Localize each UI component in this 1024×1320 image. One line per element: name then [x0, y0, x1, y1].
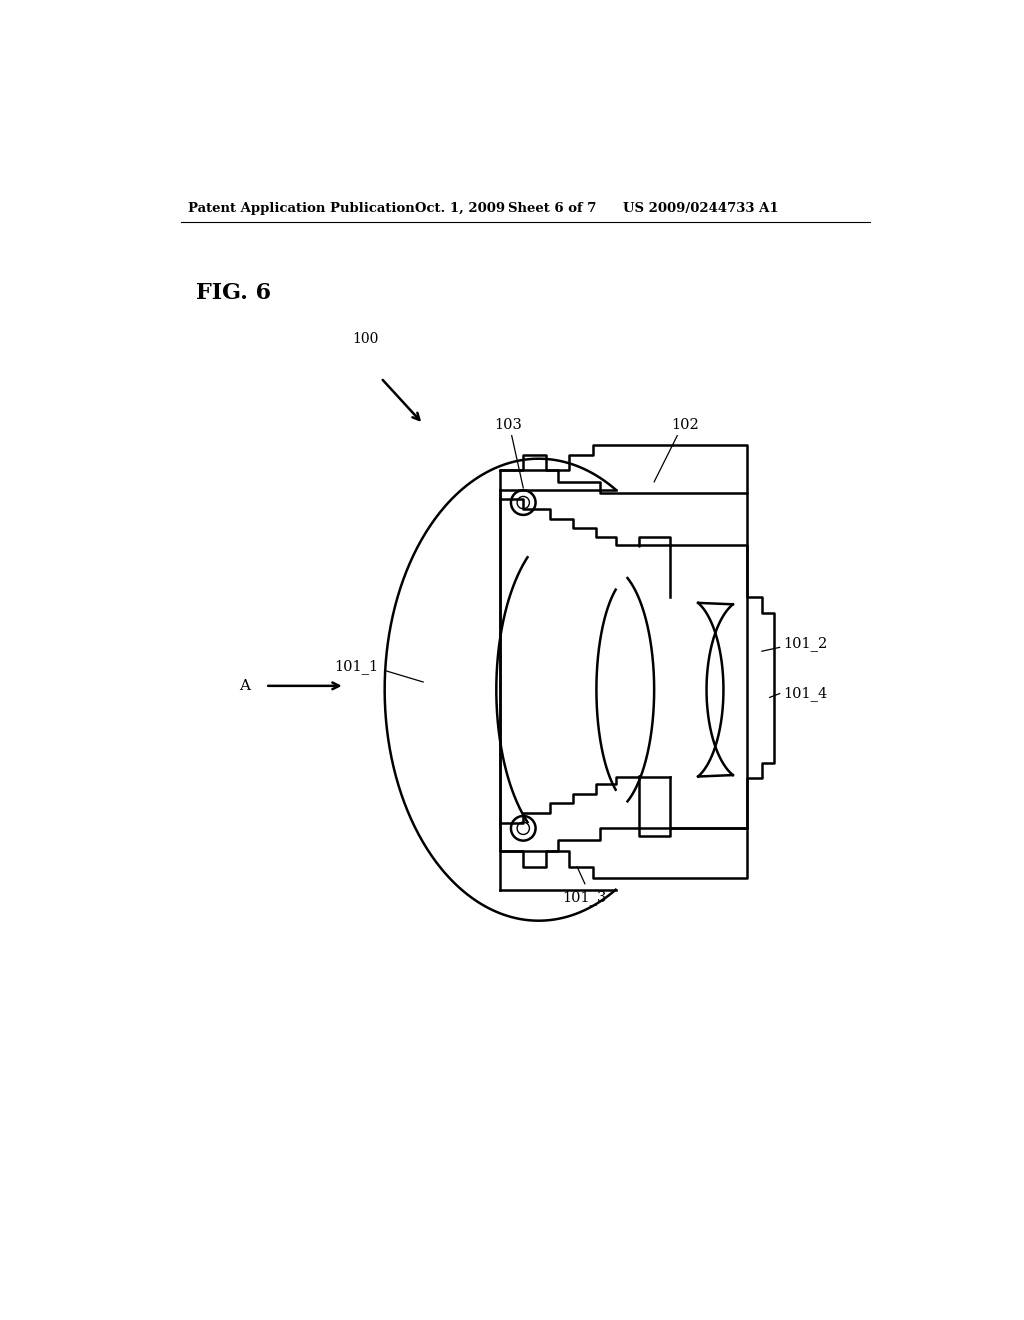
- Text: 101_1: 101_1: [335, 659, 379, 675]
- Text: Sheet 6 of 7: Sheet 6 of 7: [508, 202, 596, 215]
- Text: 101_4: 101_4: [783, 686, 827, 701]
- Text: 101_3: 101_3: [562, 890, 607, 904]
- Text: Oct. 1, 2009: Oct. 1, 2009: [416, 202, 506, 215]
- Text: FIG. 6: FIG. 6: [196, 282, 271, 304]
- Text: Patent Application Publication: Patent Application Publication: [188, 202, 415, 215]
- Text: 103: 103: [494, 417, 522, 432]
- Text: 102: 102: [671, 417, 698, 432]
- Text: US 2009/0244733 A1: US 2009/0244733 A1: [624, 202, 779, 215]
- Text: A: A: [239, 678, 250, 693]
- Text: 100: 100: [352, 333, 379, 346]
- Text: 101_2: 101_2: [783, 636, 827, 651]
